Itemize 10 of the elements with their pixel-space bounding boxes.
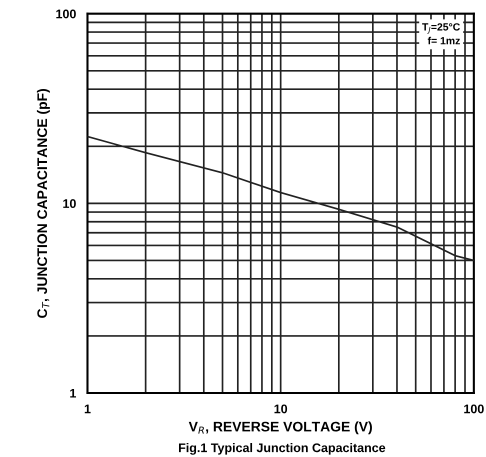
x-tick-label: 10 <box>274 404 288 414</box>
x-axis-title: V$_{R}$, REVERSE VOLTAGE (V) <box>188 421 372 434</box>
caption: Fig.1 Typical Junction Capacitance <box>178 443 386 455</box>
y-tick-label: 10 <box>63 199 76 208</box>
annotation: T$_{J}$=25°C f= 1mz <box>422 23 460 44</box>
y-tick-label: 100 <box>56 10 76 18</box>
y-tick-label: 1 <box>70 388 76 398</box>
x-tick-label: 1 <box>84 404 91 414</box>
x-tick-label: 100 <box>464 404 484 414</box>
y-axis-title: C$_{T}$, JUNCTION CAPACITANCE (pF) <box>36 88 50 318</box>
